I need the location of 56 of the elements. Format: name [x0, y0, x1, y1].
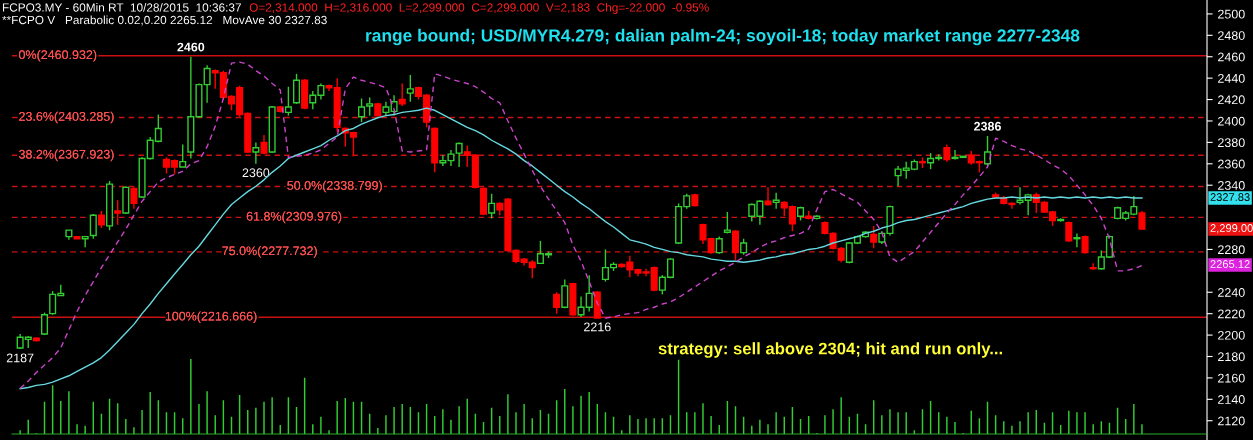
annotation: range bound; USD/MYR4.279; dalian palm-24; soyoil-18; today market range 2277-2348: [366, 28, 1080, 46]
chart-title: FCPO3.MY - 60Min RT 10/28/2015 10:36:37: [2, 3, 241, 12]
candlestick: [252, 141, 260, 165]
y-tick-label: 2400: [1218, 116, 1245, 126]
text: 2327.83: [1210, 193, 1250, 201]
candlestick: [488, 193, 496, 220]
candlestick: [561, 278, 569, 310]
y-tick-label: 2380: [1218, 138, 1245, 148]
y-tick-label: 2120: [1218, 416, 1245, 426]
y-tick-label: 2280: [1218, 245, 1245, 255]
y-tick-label: 2200: [1218, 330, 1245, 340]
y-tick-label: 2340: [1218, 181, 1245, 190]
annotation: 2386: [974, 121, 1001, 131]
candlestick: [772, 192, 780, 210]
candlestick: [406, 74, 414, 103]
chart-subtitle: O=2,314.000 H=2,316.000 L=2,299.000 C=2,299.000 V=2,183 Chg=-22.000 -0.95%: [249, 3, 709, 14]
candlestick: [764, 186, 772, 207]
ref-line-label: 75.0%(2277.732): [222, 246, 317, 258]
ref-line-label: 50.0%(2338.799): [287, 180, 382, 193]
candlestick: [292, 73, 301, 105]
candlestick: [89, 213, 97, 240]
y-tick-label: 2500: [1218, 9, 1245, 19]
candlestick: [870, 225, 878, 250]
candlestick: [398, 82, 406, 107]
candlestick: [114, 199, 122, 226]
y-tick-label: 2480: [1218, 31, 1245, 40]
ref-line-label: 38.2%(2367.923): [18, 149, 114, 162]
candlestick: [1089, 262, 1097, 271]
ref-line-label: 61.8%(2309.976): [246, 211, 342, 224]
ref-line-label: 23.6%(2403.285): [19, 111, 114, 124]
y-tick-label: 2440: [1218, 73, 1245, 83]
text: 2,299.00: [1210, 224, 1253, 234]
annotation: 2460: [177, 42, 205, 52]
candlestick: [130, 186, 138, 210]
y-tick-label: 2360: [1218, 159, 1245, 169]
text: 2265.12: [1210, 260, 1250, 268]
y-tick-label: 2160: [1218, 373, 1245, 383]
candlestick: [983, 135, 992, 167]
candlestick: [1073, 232, 1081, 248]
y-tick-label: 2420: [1218, 95, 1245, 105]
candlestick: [179, 143, 187, 168]
annotation: strategy: sell above 2304; hit and run only...: [658, 342, 1003, 358]
candlestick: [731, 229, 740, 261]
candlestick: [1138, 210, 1146, 230]
y-tick-label: 2460: [1218, 52, 1245, 62]
annotation: **FCPO V Parabolic 0.02,0.20 2265.12 MovAve 30 2327.83: [2, 15, 327, 26]
candlestick: [81, 235, 89, 248]
annotation: 2216: [584, 322, 611, 332]
y-tick-label: 2180: [1218, 352, 1245, 362]
candlestick: [553, 291, 561, 315]
candlestick: [284, 86, 292, 117]
y-tick-label: 2140: [1218, 395, 1245, 404]
annotation: 2187: [6, 353, 34, 363]
y-tick-label: 2220: [1218, 309, 1245, 319]
y-tick-label: 2240: [1218, 288, 1245, 297]
annotation: 2360: [242, 168, 270, 178]
